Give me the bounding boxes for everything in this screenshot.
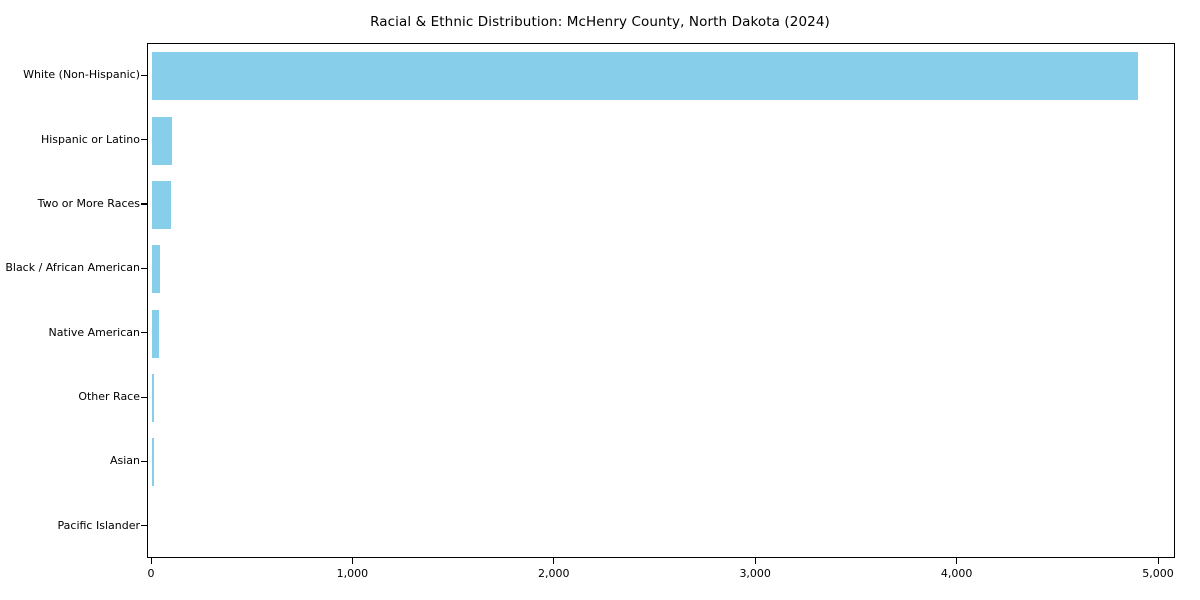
bar [152, 309, 160, 358]
chart-title: Racial & Ethnic Distribution: McHenry Co… [370, 14, 830, 30]
x-tick-label: 5,000 [1142, 567, 1174, 580]
x-tick-mark [150, 558, 152, 564]
y-tick-label: Other Race [78, 390, 140, 404]
bar [152, 52, 1139, 101]
x-tick-label: 3,000 [739, 567, 771, 580]
y-tick-mark [141, 139, 147, 141]
y-tick-mark [141, 525, 147, 527]
y-tick-label: Native American [48, 325, 140, 339]
x-tick-mark [956, 558, 958, 564]
bar [152, 374, 154, 423]
x-tick-label: 2,000 [538, 567, 570, 580]
bar [152, 245, 161, 294]
y-tick-mark [141, 203, 147, 205]
bars-layer [148, 44, 1174, 557]
y-tick-mark [141, 332, 147, 334]
bar [152, 180, 172, 229]
y-tick-label: Hispanic or Latino [40, 132, 140, 146]
y-tick-mark [141, 74, 147, 76]
y-tick-label: Two or More Races [37, 196, 140, 210]
y-tick-label: White (Non-Hispanic) [23, 68, 140, 82]
x-tick-mark [351, 558, 353, 564]
y-tick-label: Pacific Islander [57, 518, 140, 532]
x-tick-label: 0 [147, 567, 155, 580]
y-tick-mark [141, 460, 147, 463]
y-tick-mark [141, 396, 147, 398]
plot-area [147, 43, 1175, 558]
bar [152, 438, 154, 487]
x-tick-label: 4,000 [940, 567, 973, 580]
x-tick-mark [553, 558, 555, 564]
x-tick-mark [1157, 558, 1159, 564]
y-tick-label: Black / African American [5, 261, 140, 275]
y-tick-label: Asian [109, 454, 140, 468]
x-tick-mark [754, 558, 756, 564]
bar [152, 116, 172, 165]
x-tick-label: 1,000 [336, 567, 369, 580]
y-tick-mark [141, 267, 147, 269]
